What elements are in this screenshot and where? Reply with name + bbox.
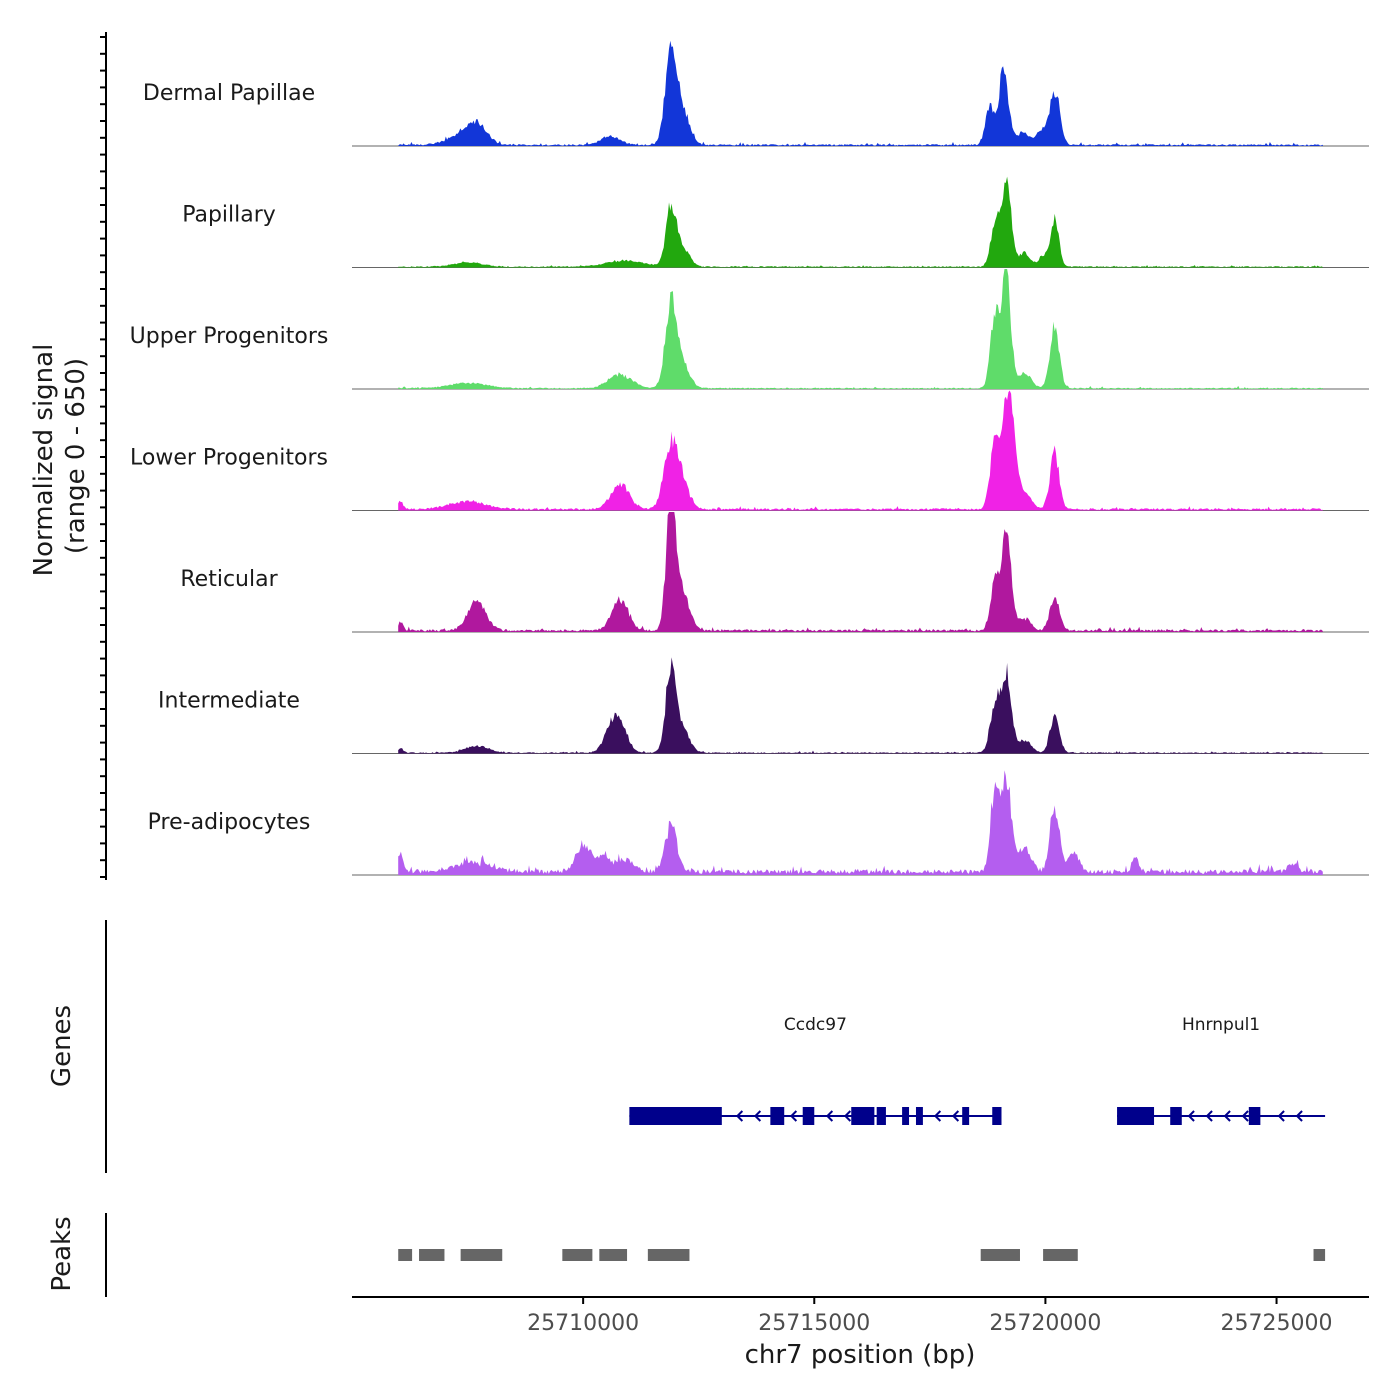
x-tick-label: 25710000	[527, 1311, 639, 1336]
track-label: Pre-adipocytes	[148, 810, 311, 835]
track-upper-progenitors: Upper Progenitors	[130, 269, 1369, 390]
coverage-area-pre-adipocytes	[398, 770, 1323, 875]
strand-arrow	[951, 1110, 960, 1122]
gene-exon	[802, 1107, 815, 1125]
peaks-panel-title: Peaks	[47, 1216, 77, 1291]
gene-hnrnpul1: Hnrnpul1	[1117, 1015, 1326, 1125]
gene-exon	[915, 1107, 923, 1125]
gene-exon	[770, 1107, 785, 1125]
peak-region	[1313, 1249, 1326, 1261]
y-axis-subtitle: (range 0 - 650)	[61, 358, 91, 554]
track-intermediate: Intermediate	[158, 657, 1369, 754]
track-label: Dermal Papillae	[143, 81, 315, 106]
x-axis-title: chr7 position (bp)	[745, 1340, 976, 1370]
gene-exon	[629, 1107, 722, 1125]
track-dermal-papillae: Dermal Papillae	[143, 40, 1369, 147]
peak-region	[419, 1249, 445, 1261]
coverage-area-intermediate	[398, 657, 1323, 754]
strand-arrow	[825, 1110, 834, 1122]
coverage-area-reticular	[398, 512, 1323, 632]
gene-label: Ccdc97	[784, 1015, 847, 1035]
track-pre-adipocytes: Pre-adipocytes	[148, 770, 1369, 876]
y-axis-title: Normalized signal	[29, 344, 59, 577]
gene-exon	[1170, 1107, 1182, 1125]
coverage-area-dermal-papillae	[398, 40, 1323, 146]
x-tick-label: 25720000	[989, 1311, 1101, 1336]
coverage-tracks: Dermal Papillae Papillary Upper Progenitor…	[130, 40, 1369, 876]
gene-ccdc97: Ccdc97	[629, 1015, 1002, 1125]
track-papillary: Papillary	[182, 176, 1369, 268]
x-axis-ticks: 25710000 25715000 25720000 25725000	[527, 1297, 1333, 1336]
peak-region	[1043, 1249, 1078, 1261]
track-label: Lower Progenitors	[130, 446, 328, 471]
x-tick-label: 25715000	[758, 1311, 870, 1336]
gene-exon	[851, 1107, 875, 1125]
track-lower-progenitors: Lower Progenitors	[130, 390, 1369, 511]
gene-label: Hnrnpul1	[1182, 1015, 1260, 1035]
strand-arrow	[1295, 1110, 1303, 1122]
strand-arrow	[753, 1110, 762, 1122]
gene-exon	[1117, 1107, 1155, 1125]
track-label: Papillary	[182, 203, 276, 228]
track-label: Intermediate	[158, 689, 300, 714]
coverage-y-ticks	[100, 36, 106, 878]
gene-exon	[876, 1107, 886, 1125]
track-label: Upper Progenitors	[130, 324, 329, 349]
gene-track: Ccdc97 Hnrnpul1	[629, 1015, 1326, 1125]
peak-region	[599, 1249, 628, 1261]
coverage-area-upper-progenitors	[398, 269, 1323, 389]
strand-arrow	[1223, 1110, 1231, 1122]
peak-region	[980, 1249, 1020, 1261]
strand-arrow	[933, 1110, 942, 1122]
peak-track	[398, 1249, 1326, 1261]
gene-exon	[1248, 1107, 1261, 1125]
gene-exon	[962, 1107, 970, 1125]
strand-arrow	[843, 1110, 852, 1122]
strand-arrow	[789, 1110, 798, 1122]
coverage-area-papillary	[398, 176, 1323, 268]
strand-arrow	[1277, 1110, 1285, 1122]
gene-exon	[992, 1107, 1002, 1125]
strand-arrow	[1205, 1110, 1213, 1122]
peak-region	[398, 1249, 413, 1261]
strand-arrow	[735, 1110, 744, 1122]
peak-region	[562, 1249, 593, 1261]
gene-exon	[902, 1107, 910, 1125]
track-reticular: Reticular	[180, 512, 1369, 633]
peak-region	[647, 1249, 690, 1261]
x-tick-label: 25725000	[1221, 1311, 1333, 1336]
strand-arrow	[1241, 1110, 1249, 1122]
genes-panel-title: Genes	[47, 1005, 77, 1087]
strand-arrow	[1187, 1110, 1195, 1122]
peak-region	[460, 1249, 503, 1261]
track-label: Reticular	[180, 567, 278, 592]
coverage-area-lower-progenitors	[398, 390, 1323, 511]
